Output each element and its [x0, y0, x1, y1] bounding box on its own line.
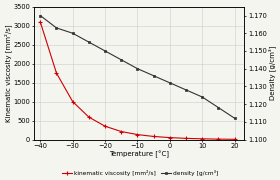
- kinematic viscosity [mm²/s]: [233, 138, 236, 140]
- density [g/cm³]: [136, 68, 139, 70]
- density [g/cm³]: [55, 27, 58, 29]
- density [g/cm³]: [120, 59, 123, 61]
- kinematic viscosity [mm²/s]: [200, 138, 204, 140]
- kinematic viscosity [mm²/s]: [184, 137, 188, 140]
- kinematic viscosity [mm²/s]: [120, 130, 123, 133]
- kinematic viscosity [mm²/s]: [168, 136, 172, 139]
- density [g/cm³]: [152, 75, 155, 77]
- density [g/cm³]: [39, 14, 42, 17]
- density [g/cm³]: [233, 117, 236, 119]
- Legend: kinematic viscosity [mm²/s], density [g/cm³]: kinematic viscosity [mm²/s], density [g/…: [61, 169, 219, 177]
- Line: kinematic viscosity [mm²/s]: kinematic viscosity [mm²/s]: [38, 19, 237, 142]
- kinematic viscosity [mm²/s]: [136, 134, 139, 136]
- density [g/cm³]: [87, 41, 90, 43]
- density [g/cm³]: [217, 107, 220, 109]
- kinematic viscosity [mm²/s]: [71, 100, 74, 103]
- kinematic viscosity [mm²/s]: [152, 135, 155, 138]
- density [g/cm³]: [71, 32, 74, 34]
- density [g/cm³]: [168, 82, 172, 84]
- density [g/cm³]: [184, 89, 188, 91]
- kinematic viscosity [mm²/s]: [217, 138, 220, 140]
- kinematic viscosity [mm²/s]: [55, 72, 58, 74]
- Y-axis label: Kinematic viscosity [mm²/s]: Kinematic viscosity [mm²/s]: [4, 24, 12, 122]
- Y-axis label: Density [g/cm³]: Density [g/cm³]: [268, 46, 276, 100]
- kinematic viscosity [mm²/s]: [103, 125, 107, 127]
- kinematic viscosity [mm²/s]: [87, 116, 90, 118]
- X-axis label: Temperature [°C]: Temperature [°C]: [109, 150, 169, 158]
- density [g/cm³]: [200, 96, 204, 98]
- density [g/cm³]: [103, 50, 107, 52]
- kinematic viscosity [mm²/s]: [39, 21, 42, 23]
- Line: density [g/cm³]: density [g/cm³]: [39, 14, 236, 120]
